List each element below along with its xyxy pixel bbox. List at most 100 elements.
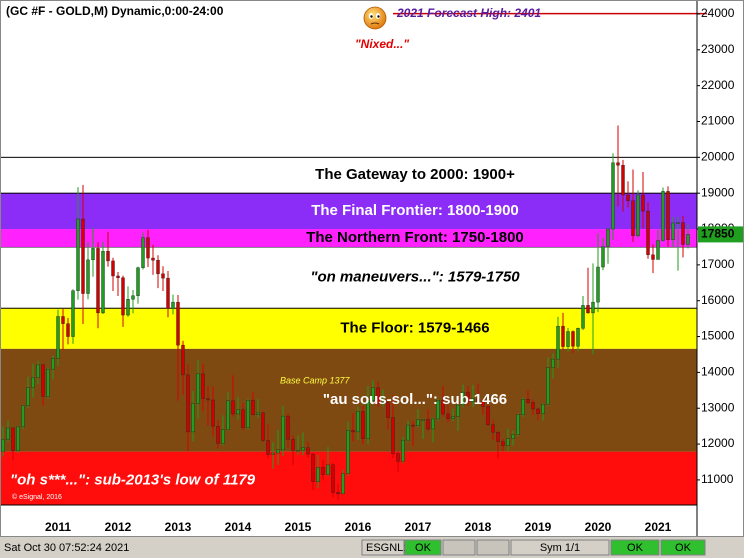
candle-body bbox=[421, 419, 425, 421]
candle-body bbox=[156, 260, 160, 275]
price-band bbox=[0, 229, 697, 247]
candle-body bbox=[176, 301, 180, 346]
candle-body bbox=[151, 257, 155, 261]
chart-title: (GC #F - GOLD,M) Dynamic,0:00-24:00 bbox=[6, 4, 224, 18]
candle-body bbox=[636, 194, 640, 237]
x-tick-label: 2017 bbox=[405, 520, 432, 534]
candle-body bbox=[456, 404, 460, 417]
candle-body bbox=[211, 399, 215, 427]
candle-body bbox=[266, 440, 270, 455]
candle-body bbox=[386, 402, 390, 418]
candle-body bbox=[661, 191, 665, 241]
status-field bbox=[404, 539, 442, 556]
annotation: Base Camp 1377 bbox=[280, 375, 351, 385]
candle-body bbox=[286, 415, 290, 440]
candle-body bbox=[686, 234, 690, 245]
candle-body bbox=[556, 325, 560, 360]
status-field bbox=[476, 539, 510, 556]
candle-body bbox=[101, 251, 105, 314]
candle-body bbox=[121, 277, 125, 316]
candle-body bbox=[441, 400, 445, 415]
candle-body bbox=[236, 409, 240, 415]
status-field bbox=[442, 539, 476, 556]
candle-body bbox=[91, 248, 95, 261]
price-band bbox=[0, 246, 698, 309]
candle-body bbox=[231, 400, 235, 415]
candle-body bbox=[131, 295, 135, 300]
candle-body bbox=[246, 400, 250, 428]
band-label: The Final Frontier: 1800-1900 bbox=[311, 202, 519, 219]
y-tick-label: 12000 bbox=[701, 436, 735, 450]
y-tick-label: 21000 bbox=[701, 114, 735, 128]
candle-body bbox=[391, 417, 395, 454]
y-tick-label: 20000 bbox=[701, 150, 735, 164]
candle-body bbox=[336, 492, 340, 495]
candle-body bbox=[426, 419, 430, 430]
candle-body bbox=[36, 364, 40, 378]
candle-body bbox=[561, 325, 565, 347]
candle-body bbox=[601, 246, 605, 268]
candle-body bbox=[486, 406, 490, 425]
candle-body bbox=[71, 290, 75, 337]
candle-body bbox=[306, 447, 310, 455]
candle-body bbox=[331, 464, 335, 493]
status-bar: Sat Oct 30 07:52:24 2021 ESGNL: OK Sym 1… bbox=[0, 537, 744, 558]
candle-body bbox=[111, 260, 115, 277]
y-tick-label: 19000 bbox=[701, 185, 735, 199]
status-symbol: Sym 1/1 bbox=[540, 542, 580, 554]
candle-body bbox=[181, 344, 185, 376]
status-time: Sat Oct 30 07:52:24 2021 bbox=[4, 542, 129, 554]
candle-body bbox=[276, 449, 280, 454]
candle-body bbox=[531, 402, 535, 410]
candle-body bbox=[651, 254, 655, 260]
candle-body bbox=[226, 400, 230, 430]
candle-body bbox=[61, 316, 65, 324]
candle-body bbox=[196, 373, 200, 404]
candle-body bbox=[186, 374, 190, 433]
x-tick-label: 2019 bbox=[525, 520, 552, 534]
candle-body bbox=[676, 222, 680, 224]
candle-body bbox=[251, 400, 255, 415]
candle-body bbox=[291, 439, 295, 451]
band-label: "oh s***...": sub-2013's low of 1179 bbox=[10, 471, 256, 488]
price-band bbox=[0, 156, 698, 194]
candle-body bbox=[146, 237, 150, 259]
candle-body bbox=[671, 222, 675, 240]
candle-body bbox=[66, 323, 70, 337]
candle-body bbox=[586, 305, 590, 314]
candle-body bbox=[416, 419, 420, 426]
candle-body bbox=[526, 399, 530, 403]
candle-body bbox=[216, 425, 220, 444]
candle-body bbox=[1, 439, 5, 452]
candle-body bbox=[356, 411, 360, 433]
candle-body bbox=[376, 387, 380, 404]
candle-body bbox=[171, 301, 175, 309]
y-tick-label: 22000 bbox=[701, 78, 735, 92]
status-field bbox=[361, 539, 405, 556]
candle-body bbox=[566, 331, 570, 347]
candle-body bbox=[466, 391, 470, 402]
candle-body bbox=[76, 218, 80, 291]
forecast-label: 2021 Forecast High: 2401 bbox=[396, 6, 541, 20]
candle-body bbox=[481, 401, 485, 407]
candle-body bbox=[41, 364, 45, 397]
candle-body bbox=[46, 368, 50, 397]
candle-body bbox=[116, 275, 120, 278]
candle-body bbox=[516, 414, 520, 435]
candle-body bbox=[491, 424, 495, 433]
candle-body bbox=[616, 162, 620, 166]
candle-body bbox=[31, 377, 35, 388]
candle-body bbox=[581, 305, 585, 329]
candle-body bbox=[26, 387, 30, 406]
candle-body bbox=[346, 430, 350, 474]
candle-body bbox=[326, 464, 330, 475]
candle-body bbox=[86, 259, 90, 294]
candle-body bbox=[551, 358, 555, 368]
candle-body bbox=[401, 439, 405, 462]
candle-body bbox=[301, 447, 305, 451]
status-ok: OK bbox=[627, 542, 644, 554]
candle-body bbox=[666, 191, 670, 240]
candle-body bbox=[571, 331, 575, 347]
candle-body bbox=[411, 424, 415, 427]
candle-body bbox=[11, 427, 15, 452]
